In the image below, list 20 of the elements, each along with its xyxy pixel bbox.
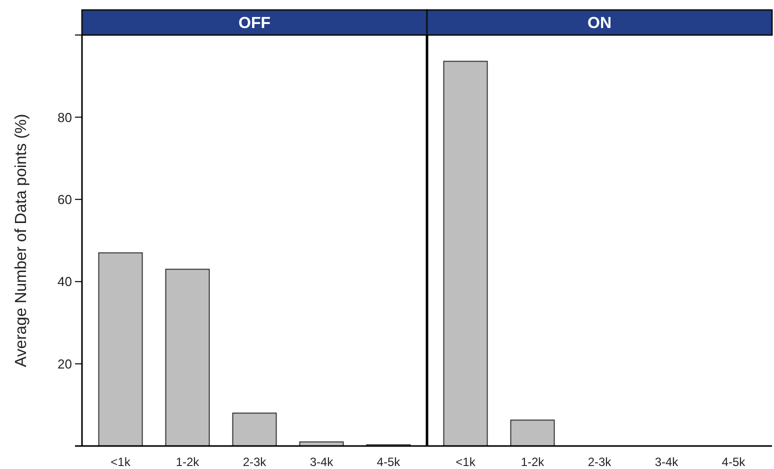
chart-title: OFF (238, 15, 271, 32)
x-tick-label: 1-2k (176, 455, 200, 469)
y-tick-label: 60 (58, 192, 72, 207)
y-axis-title: Average Number of Data points (%) (13, 114, 30, 368)
x-tick-label: <1k (456, 455, 476, 469)
bar (165, 268, 210, 446)
x-tick-label: 1-2k (520, 455, 546, 469)
bar (98, 252, 143, 446)
x-tick-label: 2-3k (588, 455, 612, 469)
x-tick-label: 4-5k (722, 455, 746, 469)
bar (232, 412, 277, 446)
x-tick-label: <1k (110, 455, 132, 469)
y-tick-label: 80 (58, 110, 72, 125)
x-tick-label: 4-5k (376, 455, 402, 469)
x-tick-label: 3-4k (654, 455, 680, 469)
x-tick-label: 3-4k (310, 455, 334, 469)
y-tick-label: 40 (58, 274, 72, 290)
x-tick-label: 2-3k (242, 455, 268, 469)
y-tick-label: 20 (58, 356, 72, 372)
chart-title: ON (588, 15, 612, 32)
